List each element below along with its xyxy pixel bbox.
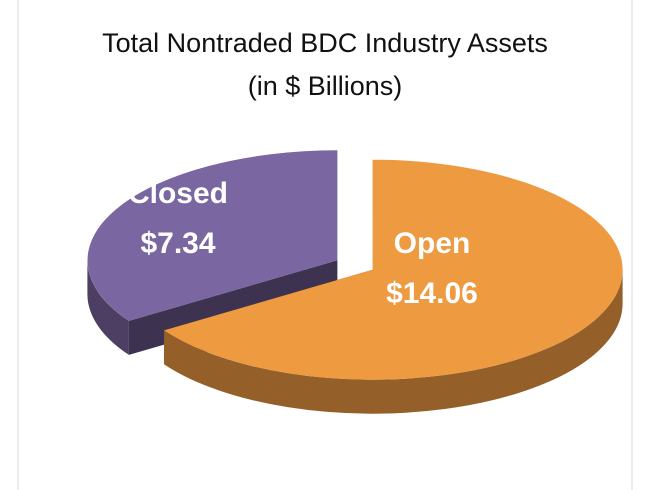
slice-wall [164,269,623,414]
slice-wall [87,260,129,355]
chart-subtitle: (in $ Billions) [248,71,403,101]
slice-value-label: $14.06 [386,277,478,310]
slice-value-label: $7.34 [140,227,215,260]
slice-category-label: Closed [128,177,228,210]
slice [164,159,623,380]
slice-category-label: Open [394,227,471,260]
chart-title: Total Nontraded BDC Industry Assets [102,28,548,58]
slice [87,150,338,321]
